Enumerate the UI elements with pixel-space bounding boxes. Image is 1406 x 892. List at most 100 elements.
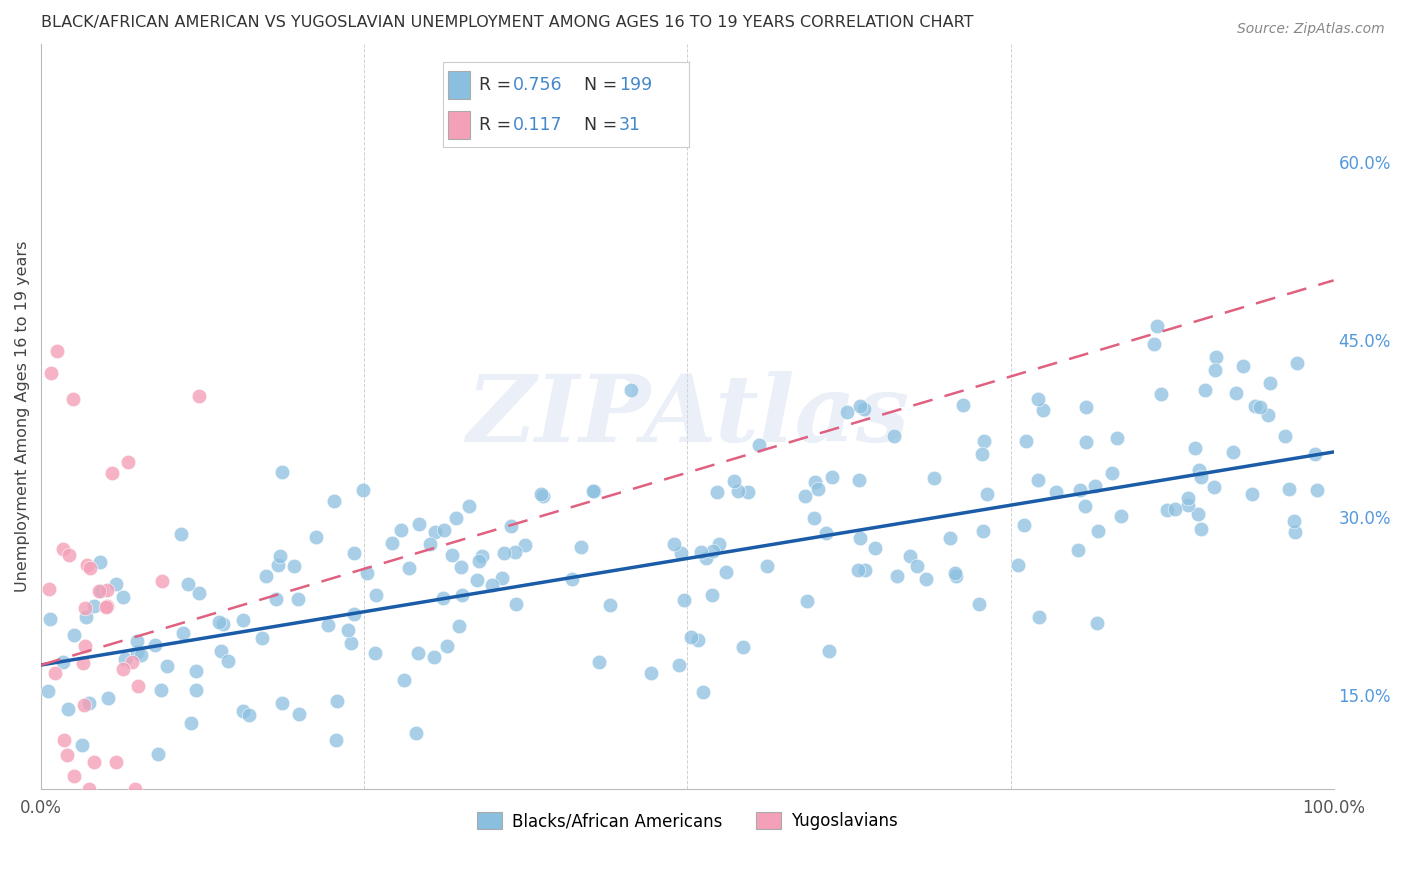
Point (90, 584, 112, 599)
Point (1074, 435, 1097, 450)
Point (52, 733, 75, 747)
Point (668, 657, 690, 672)
Point (588, 655, 610, 669)
Point (1109, 509, 1132, 524)
Point (914, 573, 936, 587)
Point (83, 599, 105, 613)
Point (702, 544, 724, 558)
Point (1032, 403, 1054, 417)
Point (1014, 517, 1036, 532)
Point (706, 485, 728, 500)
Point (530, 487, 553, 501)
Point (304, 530, 326, 544)
Point (662, 536, 685, 550)
Point (447, 619, 470, 633)
Text: ZIPAtlas: ZIPAtlas (465, 371, 908, 461)
Point (73, 698, 96, 713)
Text: BLACK/AFRICAN AMERICAN VS YUGOSLAVIAN UNEMPLOYMENT AMONG AGES 16 TO 19 YEARS COR: BLACK/AFRICAN AMERICAN VS YUGOSLAVIAN UN… (41, 15, 973, 30)
Text: 199: 199 (619, 76, 652, 94)
Point (1257, 408, 1279, 422)
Point (503, 545, 526, 559)
Point (848, 563, 870, 577)
Point (803, 510, 825, 524)
Point (405, 726, 427, 740)
Text: N =: N = (585, 76, 623, 94)
Point (177, 577, 200, 591)
Point (714, 565, 737, 579)
Point (62, 392, 84, 406)
Point (835, 405, 858, 419)
Point (1146, 318, 1168, 333)
Point (77, 782, 100, 797)
Point (271, 466, 294, 480)
Point (709, 537, 731, 551)
Point (56, 748, 79, 763)
Point (943, 566, 966, 580)
Point (127, 679, 149, 693)
Point (1084, 479, 1107, 493)
Point (1225, 385, 1247, 400)
Point (1184, 442, 1206, 456)
Point (114, 652, 136, 666)
Point (339, 635, 361, 649)
Point (1007, 558, 1029, 572)
Point (432, 591, 454, 605)
Point (1045, 484, 1067, 499)
Point (1150, 387, 1173, 401)
Point (97, 690, 120, 705)
Point (1101, 467, 1123, 481)
Point (1258, 376, 1281, 391)
Point (969, 598, 991, 612)
Point (1274, 429, 1296, 443)
Point (58, 548, 80, 562)
Point (75, 609, 97, 624)
Point (905, 559, 928, 574)
Point (973, 434, 995, 449)
Point (208, 615, 231, 630)
Point (898, 549, 921, 563)
Point (883, 429, 905, 443)
Point (1074, 400, 1097, 414)
Point (1284, 524, 1306, 539)
Point (863, 541, 886, 555)
Point (264, 591, 287, 606)
Point (77, 696, 100, 710)
Point (180, 716, 202, 731)
Point (364, 588, 387, 602)
Text: N =: N = (585, 116, 628, 134)
Point (343, 546, 366, 560)
Point (976, 487, 998, 501)
Point (146, 747, 169, 761)
Point (267, 558, 290, 572)
Point (939, 532, 962, 546)
Point (457, 499, 479, 513)
Point (972, 447, 994, 461)
Point (63, 628, 86, 642)
Point (363, 646, 385, 660)
Point (423, 649, 446, 664)
Point (468, 554, 491, 568)
Point (1204, 363, 1226, 377)
FancyBboxPatch shape (447, 111, 470, 139)
Point (444, 511, 467, 525)
Point (423, 524, 446, 539)
Point (582, 483, 605, 498)
Point (1156, 502, 1178, 516)
Point (972, 524, 994, 539)
Point (283, 559, 305, 574)
Point (356, 566, 378, 581)
Point (96, 599, 118, 613)
Point (87, 584, 110, 599)
Point (494, 546, 516, 560)
Point (1026, 392, 1049, 406)
Point (1074, 499, 1097, 513)
Point (501, 518, 523, 533)
Point (945, 569, 967, 583)
Point (127, 645, 149, 659)
Point (394, 673, 416, 687)
Point (76, 558, 98, 572)
Point (51, 655, 73, 669)
Point (471, 549, 494, 563)
Point (45, 344, 67, 359)
Point (1303, 447, 1326, 461)
